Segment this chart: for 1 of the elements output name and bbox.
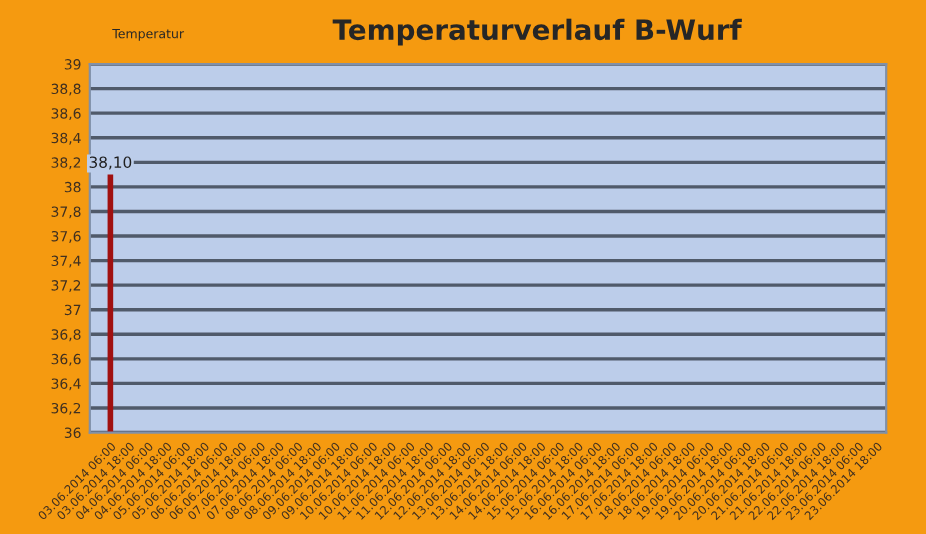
chart-title: Temperaturverlauf B-Wurf <box>332 18 742 46</box>
